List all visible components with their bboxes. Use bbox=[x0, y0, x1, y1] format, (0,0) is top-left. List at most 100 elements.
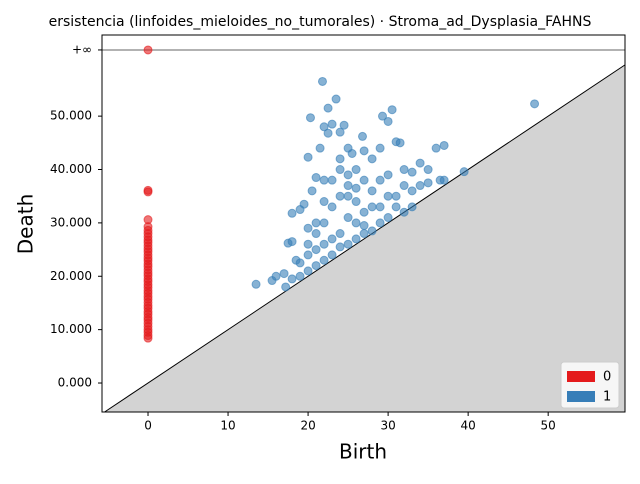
x-tick-label: 0 bbox=[144, 419, 152, 433]
point bbox=[279, 269, 289, 279]
point bbox=[367, 202, 377, 212]
point bbox=[375, 143, 385, 153]
point bbox=[335, 191, 345, 201]
point bbox=[383, 116, 393, 126]
point bbox=[407, 186, 417, 196]
point bbox=[351, 165, 361, 175]
point bbox=[335, 229, 345, 239]
y-axis-label: Death bbox=[14, 194, 38, 254]
point bbox=[399, 165, 409, 175]
point bbox=[367, 226, 377, 236]
point bbox=[347, 148, 357, 158]
point bbox=[319, 239, 329, 249]
x-tick-label: 30 bbox=[380, 419, 395, 433]
plot-frame bbox=[101, 34, 626, 413]
legend-swatch bbox=[567, 391, 595, 402]
point bbox=[395, 138, 405, 148]
x-tick-label: 40 bbox=[460, 419, 475, 433]
legend-label: 1 bbox=[603, 390, 611, 405]
point bbox=[439, 175, 449, 185]
point bbox=[311, 261, 321, 271]
point bbox=[459, 167, 469, 177]
point bbox=[407, 167, 417, 177]
point bbox=[423, 165, 433, 175]
point bbox=[375, 202, 385, 212]
point bbox=[367, 186, 377, 196]
point bbox=[295, 271, 305, 281]
point bbox=[311, 173, 321, 183]
y-tick-label: 40.000 bbox=[50, 162, 92, 176]
point bbox=[415, 158, 425, 168]
point bbox=[357, 131, 367, 141]
point bbox=[287, 237, 297, 247]
point bbox=[359, 146, 369, 156]
point bbox=[383, 213, 393, 223]
point bbox=[391, 191, 401, 201]
x-axis-label: Birth bbox=[339, 440, 387, 464]
point bbox=[351, 234, 361, 244]
point bbox=[359, 207, 369, 217]
point bbox=[311, 245, 321, 255]
point bbox=[383, 170, 393, 180]
point bbox=[439, 140, 449, 150]
point bbox=[287, 274, 297, 284]
point bbox=[339, 120, 349, 130]
y-tick-label: 10.000 bbox=[50, 322, 92, 336]
point bbox=[343, 170, 353, 180]
point bbox=[251, 279, 261, 289]
y-tick-label: 50.000 bbox=[50, 109, 92, 123]
diagonal bbox=[104, 64, 626, 413]
point bbox=[287, 208, 297, 218]
y-tick-label: 20.000 bbox=[50, 269, 92, 283]
point bbox=[303, 266, 313, 276]
point bbox=[423, 178, 433, 188]
x-tick-label: 50 bbox=[541, 419, 556, 433]
point bbox=[391, 202, 401, 212]
point bbox=[327, 175, 337, 185]
point bbox=[387, 105, 397, 115]
point bbox=[303, 223, 313, 233]
point bbox=[431, 143, 441, 153]
point bbox=[319, 175, 329, 185]
y-tick-label: 0.000 bbox=[58, 376, 92, 390]
point bbox=[399, 207, 409, 217]
point bbox=[335, 165, 345, 175]
point bbox=[315, 143, 325, 153]
point bbox=[359, 175, 369, 185]
y-tick-label: +∞ bbox=[72, 42, 92, 56]
point bbox=[143, 185, 153, 195]
point bbox=[343, 181, 353, 191]
point bbox=[319, 122, 329, 132]
point bbox=[311, 229, 321, 239]
x-tick-label: 10 bbox=[220, 419, 235, 433]
point bbox=[335, 242, 345, 252]
point bbox=[143, 215, 153, 225]
x-tick-label: 20 bbox=[300, 419, 315, 433]
point bbox=[415, 181, 425, 191]
point bbox=[327, 250, 337, 260]
point bbox=[407, 202, 417, 212]
chart-title: ersistencia (linfoides_mieloides_no_tumo… bbox=[49, 14, 592, 30]
point bbox=[359, 229, 369, 239]
point bbox=[299, 199, 309, 209]
point bbox=[331, 94, 341, 104]
point bbox=[143, 45, 153, 55]
point bbox=[343, 213, 353, 223]
point bbox=[530, 99, 540, 109]
point bbox=[378, 111, 388, 121]
point bbox=[327, 202, 337, 212]
point bbox=[359, 221, 369, 231]
point bbox=[335, 127, 345, 137]
point bbox=[317, 76, 327, 86]
point bbox=[351, 183, 361, 193]
point bbox=[271, 271, 281, 281]
point bbox=[327, 119, 337, 129]
point bbox=[343, 239, 353, 249]
point bbox=[327, 234, 337, 244]
point bbox=[343, 191, 353, 201]
point bbox=[399, 181, 409, 191]
point bbox=[335, 154, 345, 164]
point bbox=[319, 218, 329, 228]
point bbox=[303, 250, 313, 260]
